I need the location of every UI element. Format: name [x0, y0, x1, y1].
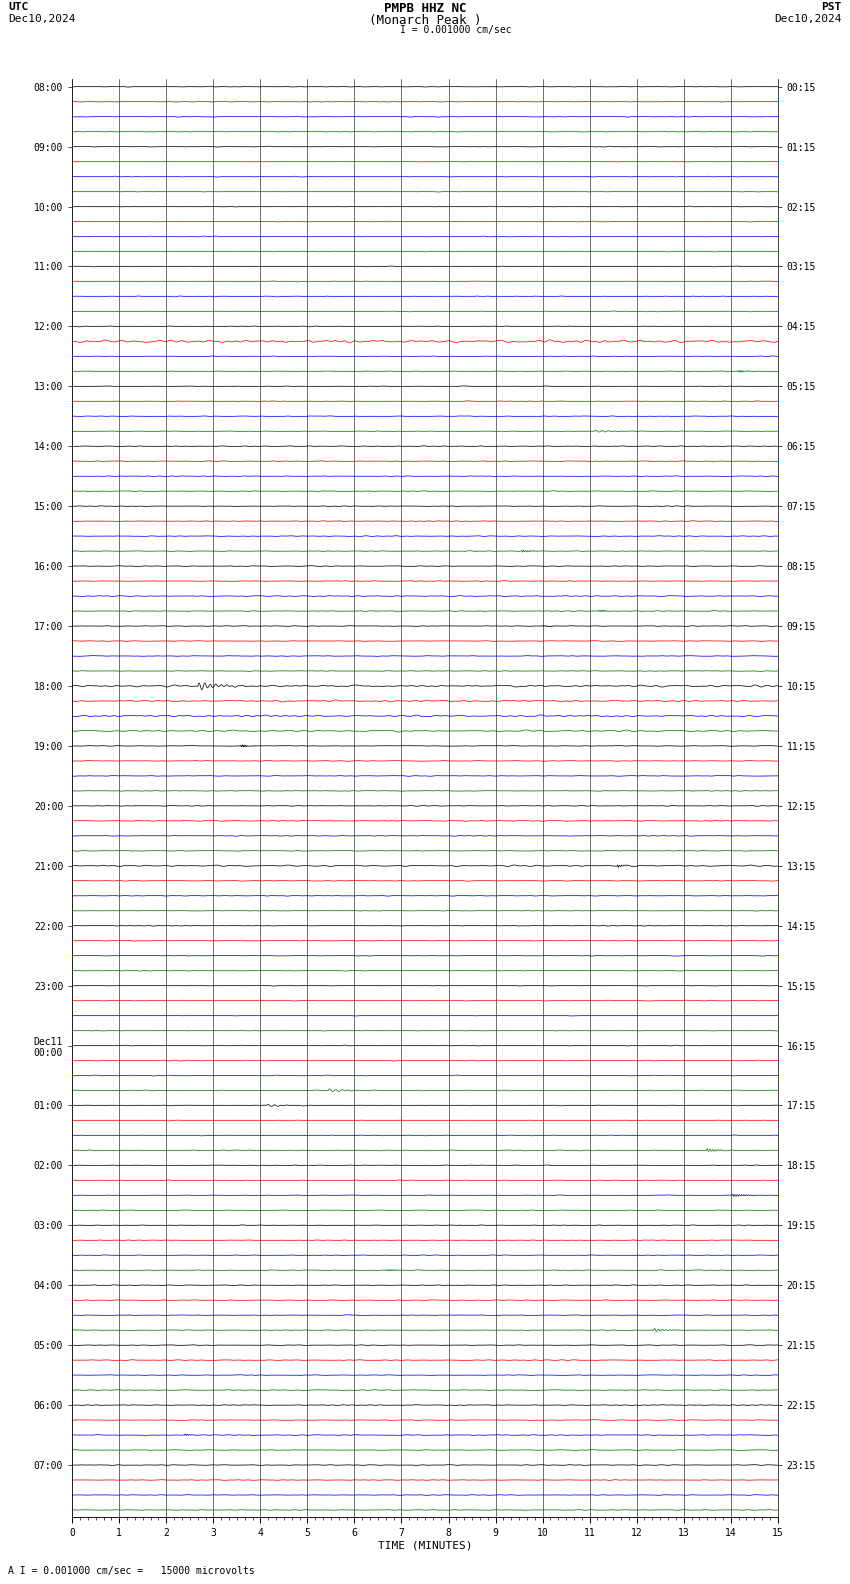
X-axis label: TIME (MINUTES): TIME (MINUTES) [377, 1541, 473, 1551]
Text: Dec10,2024: Dec10,2024 [8, 14, 76, 24]
Text: A I = 0.001000 cm/sec =   15000 microvolts: A I = 0.001000 cm/sec = 15000 microvolts [8, 1567, 255, 1576]
Text: (Monarch Peak ): (Monarch Peak ) [369, 14, 481, 27]
Text: I = 0.001000 cm/sec: I = 0.001000 cm/sec [400, 25, 511, 35]
Text: PMPB HHZ NC: PMPB HHZ NC [383, 2, 467, 14]
Text: UTC: UTC [8, 2, 29, 11]
Text: Dec10,2024: Dec10,2024 [774, 14, 842, 24]
Text: PST: PST [821, 2, 842, 11]
